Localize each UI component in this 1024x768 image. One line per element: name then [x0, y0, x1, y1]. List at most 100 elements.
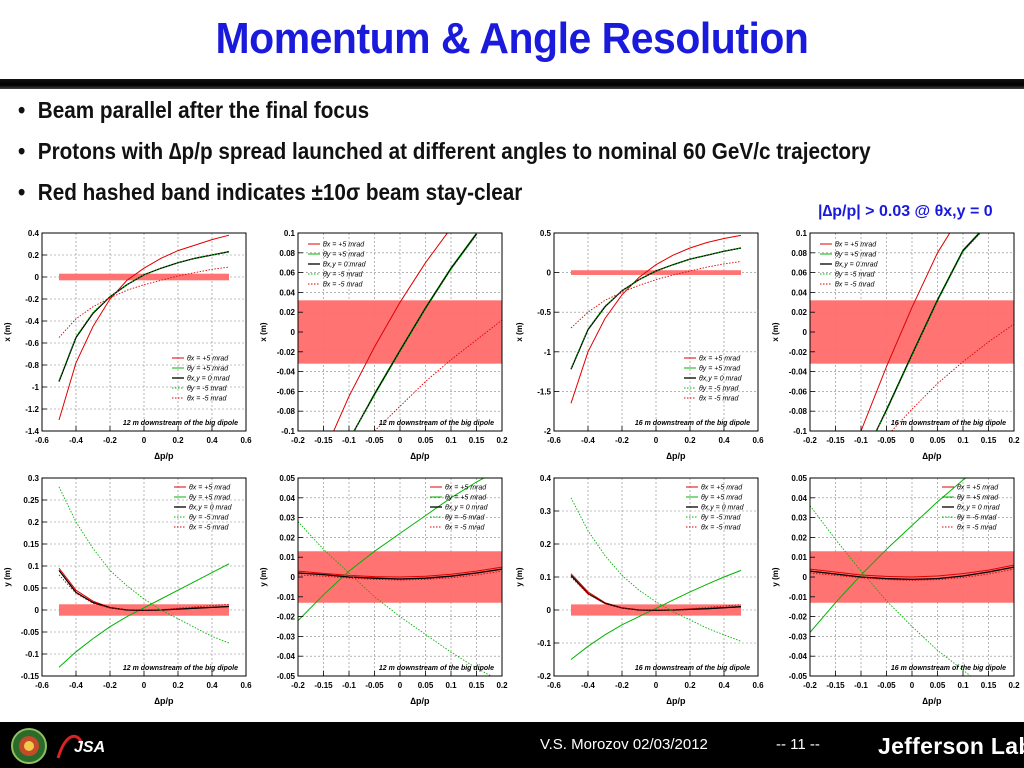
- x-tick-label: 0.1: [445, 436, 457, 445]
- legend-label: θx,y = 0 mrad: [957, 505, 1001, 512]
- y-tick-label: 0.4: [540, 474, 552, 483]
- y-tick-label: 0.06: [279, 269, 295, 278]
- y-tick-label: -0.1: [793, 427, 807, 436]
- page-number: -- 11 --: [776, 736, 820, 753]
- y-tick-label: 0.03: [791, 514, 807, 523]
- y-axis-label: x (m): [259, 322, 268, 341]
- series-line: [570, 261, 742, 329]
- x-tick-label: 0.1: [445, 681, 457, 690]
- threshold-note: |∆p/p| > 0.03 @ θx,y = 0: [818, 203, 993, 220]
- y-tick-label: 0.1: [284, 229, 296, 238]
- x-axis-label: ∆p/p: [666, 451, 686, 461]
- lab-seal-logo: [11, 728, 47, 764]
- y-tick-label: -2: [544, 427, 552, 436]
- y-tick-label: 0.1: [796, 229, 808, 238]
- x-tick-label: 0.15: [981, 436, 997, 445]
- plot-panel-y-12m-zoom: -0.2 -0.15 -0.1 -0.05 0 0.05 0.1 0.15 0.2 -0.05 -0…: [256, 472, 512, 712]
- x-axis-label: ∆p/p: [154, 696, 174, 706]
- y-tick-label: -0.03: [277, 632, 296, 641]
- x-tick-label: -0.1: [342, 681, 356, 690]
- plot-y-16m: -0.6 -0.4 -0.2 0 0.2 0.4 0.6 -0.2 -0.1 0 0.1 0.2 0.3…: [515, 474, 764, 706]
- legend-label: θy = +5 mrad: [957, 495, 999, 502]
- x-tick-label: 0.2: [684, 681, 696, 690]
- legend-label: θy = -5 mrad: [323, 272, 363, 279]
- bullet-marker: •: [18, 179, 26, 205]
- plot-y-12m: -0.6 -0.4 -0.2 0 0.2 0.4 0.6 -0.15 -0.1 -0.05 0 0.0…: [3, 474, 252, 706]
- x-tick-label: 0.1: [957, 436, 969, 445]
- plot-panel-y-16m: -0.6 -0.4 -0.2 0 0.2 0.4 0.6 -0.2 -0.1 0 0.1 0.2 0.3…: [512, 472, 768, 712]
- jsa-logo-text: JSA: [74, 739, 105, 756]
- legend-label: θy = +5 mrad: [701, 495, 743, 502]
- y-tick-label: -0.5: [537, 308, 551, 317]
- x-tick-label: 0.2: [1008, 436, 1020, 445]
- legend-label: θy = +5 mrad: [835, 252, 877, 259]
- x-axis-label: ∆p/p: [666, 696, 686, 706]
- y-tick-label: 0.01: [791, 553, 807, 562]
- y-tick-label: -0.04: [789, 368, 808, 377]
- y-tick-label: -0.01: [789, 593, 808, 602]
- x-tick-label: -0.2: [291, 681, 305, 690]
- series-line: [570, 569, 742, 660]
- y-tick-label: -1.2: [25, 405, 39, 414]
- x-tick-label: 0: [910, 436, 915, 445]
- legend-label: θy = -5 mrad: [187, 386, 227, 393]
- y-tick-label: -0.02: [789, 348, 808, 357]
- y-tick-label: 0.02: [791, 308, 807, 317]
- series-line: [570, 247, 742, 369]
- legend-label: θy = -5 mrad: [699, 386, 739, 393]
- jsa-logo: JSA: [56, 734, 105, 759]
- y-tick-label: 0.08: [791, 249, 807, 258]
- legend-label: θx,y = 0 mrad: [189, 505, 233, 512]
- x-tick-label: 0: [398, 681, 403, 690]
- x-tick-label: -0.2: [103, 436, 117, 445]
- legend-label: θy = -5 mrad: [957, 515, 997, 522]
- y-tick-label: 0.25: [23, 496, 39, 505]
- x-tick-label: -0.2: [803, 681, 817, 690]
- series-line: [810, 478, 967, 633]
- y-tick-label: -0.02: [789, 613, 808, 622]
- y-tick-label: -0.06: [277, 387, 296, 396]
- page-title: Momentum & Angle Resolution: [215, 14, 809, 63]
- y-axis-label: y (m): [515, 567, 524, 586]
- plot-panel-x-12m-zoom: -0.2 -0.15 -0.1 -0.05 0 0.05 0.1 0.15 0.2 -0.1 -0.…: [256, 227, 512, 467]
- y-tick-label: -1.5: [537, 387, 551, 396]
- y-tick-label: 0.1: [28, 562, 40, 571]
- legend-label: θx = +5 mrad: [699, 356, 741, 363]
- y-tick-label: -0.06: [789, 387, 808, 396]
- x-tick-label: -0.05: [877, 681, 896, 690]
- series-line: [298, 568, 502, 580]
- footer-bar: [0, 722, 1024, 768]
- x-tick-label: 0.6: [752, 681, 764, 690]
- x-tick-label: -0.15: [826, 436, 845, 445]
- y-axis-label: y (m): [259, 567, 268, 586]
- x-tick-label: 0.4: [206, 681, 218, 690]
- legend-label: θx = +5 mrad: [189, 485, 231, 492]
- y-tick-label: -1.4: [25, 427, 39, 436]
- y-tick-label: -0.05: [789, 672, 808, 681]
- x-axis-label: ∆p/p: [410, 451, 430, 461]
- series-line: [58, 563, 230, 668]
- y-tick-label: -0.1: [25, 650, 39, 659]
- legend-label: θx,y = 0 mrad: [835, 262, 879, 269]
- plot-annotation: 16 m downstream of the big dipole: [635, 420, 750, 427]
- x-tick-label: 0.4: [718, 436, 730, 445]
- x-tick-label: 0.2: [496, 681, 508, 690]
- y-tick-label: 0.4: [28, 229, 40, 238]
- y-tick-label: -0.6: [25, 339, 39, 348]
- x-tick-label: -0.15: [314, 436, 333, 445]
- y-tick-label: 0.02: [279, 533, 295, 542]
- y-tick-label: -0.01: [277, 593, 296, 602]
- y-tick-label: 0: [803, 573, 808, 582]
- series-line: [58, 234, 230, 421]
- x-tick-label: 0.2: [172, 681, 184, 690]
- x-tick-label: 0.15: [981, 681, 997, 690]
- x-tick-label: -0.1: [342, 436, 356, 445]
- x-tick-label: 0.4: [206, 436, 218, 445]
- legend-label: θx = -5 mrad: [323, 282, 363, 289]
- series-line: [353, 233, 478, 431]
- y-tick-label: -0.02: [277, 613, 296, 622]
- legend-label: θx = -5 mrad: [699, 396, 739, 403]
- series-line: [810, 568, 1014, 581]
- x-tick-label: -0.2: [103, 681, 117, 690]
- series-line: [298, 478, 485, 621]
